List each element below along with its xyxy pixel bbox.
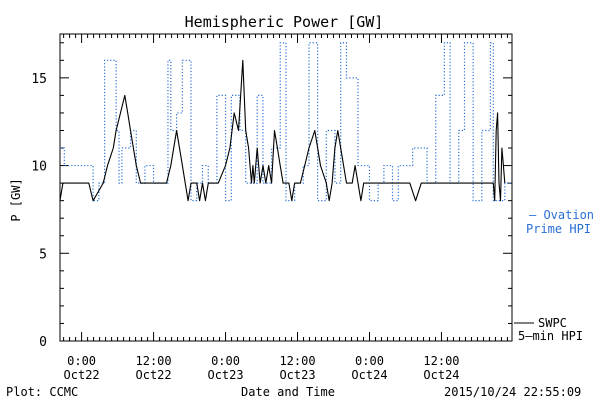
- y-axis-label: P [GW]: [9, 178, 23, 221]
- x-tick-label-date: Oct24: [423, 368, 459, 382]
- legend-ovation-line2: Prime HPI: [526, 222, 591, 236]
- swpc-series: [59, 59, 506, 202]
- y-tick-label: 10: [31, 160, 47, 175]
- x-axis-label: Date and Time: [241, 385, 335, 399]
- chart-title: Hemispheric Power [GW]: [185, 13, 384, 31]
- x-tick-label-date: Oct24: [351, 368, 387, 382]
- x-tick-label-time: 12:00: [136, 354, 172, 368]
- footer-plot-source: Plot: CCMC: [6, 385, 78, 399]
- x-tick-label-date: Oct22: [64, 368, 100, 382]
- ovation-prime-series: [60, 42, 511, 202]
- x-tick-label-time: 0:00: [211, 354, 240, 368]
- y-tick-label: 15: [31, 72, 47, 87]
- legend-ovation-line1: – Ovation: [529, 208, 594, 222]
- legend-swpc: SWPC 5–min HPI: [514, 316, 583, 343]
- x-tick-label-date: Oct23: [279, 368, 315, 382]
- legend-swpc-line2: 5–min HPI: [518, 329, 583, 343]
- x-axis: 0:00Oct2212:00Oct220:00Oct2312:00Oct230:…: [63, 34, 508, 382]
- y-tick-label: 0: [39, 335, 47, 350]
- x-tick-label-time: 0:00: [355, 354, 384, 368]
- ovation-prime-line: [60, 42, 511, 202]
- legend-swpc-line1: SWPC: [538, 316, 567, 330]
- y-axis: 0 5 10 15: [31, 42, 512, 350]
- footer-timestamp: 2015/10/24 22:55:09: [444, 385, 581, 399]
- legend-ovation: – Ovation Prime HPI: [526, 208, 594, 236]
- x-tick-label-time: 0:00: [67, 354, 96, 368]
- x-tick-label-time: 12:00: [279, 354, 315, 368]
- y-tick-label: 5: [39, 247, 47, 262]
- swpc-line: [59, 59, 506, 202]
- x-tick-label-date: Oct23: [207, 368, 243, 382]
- x-tick-label-time: 12:00: [423, 354, 459, 368]
- x-tick-label-date: Oct22: [136, 368, 172, 382]
